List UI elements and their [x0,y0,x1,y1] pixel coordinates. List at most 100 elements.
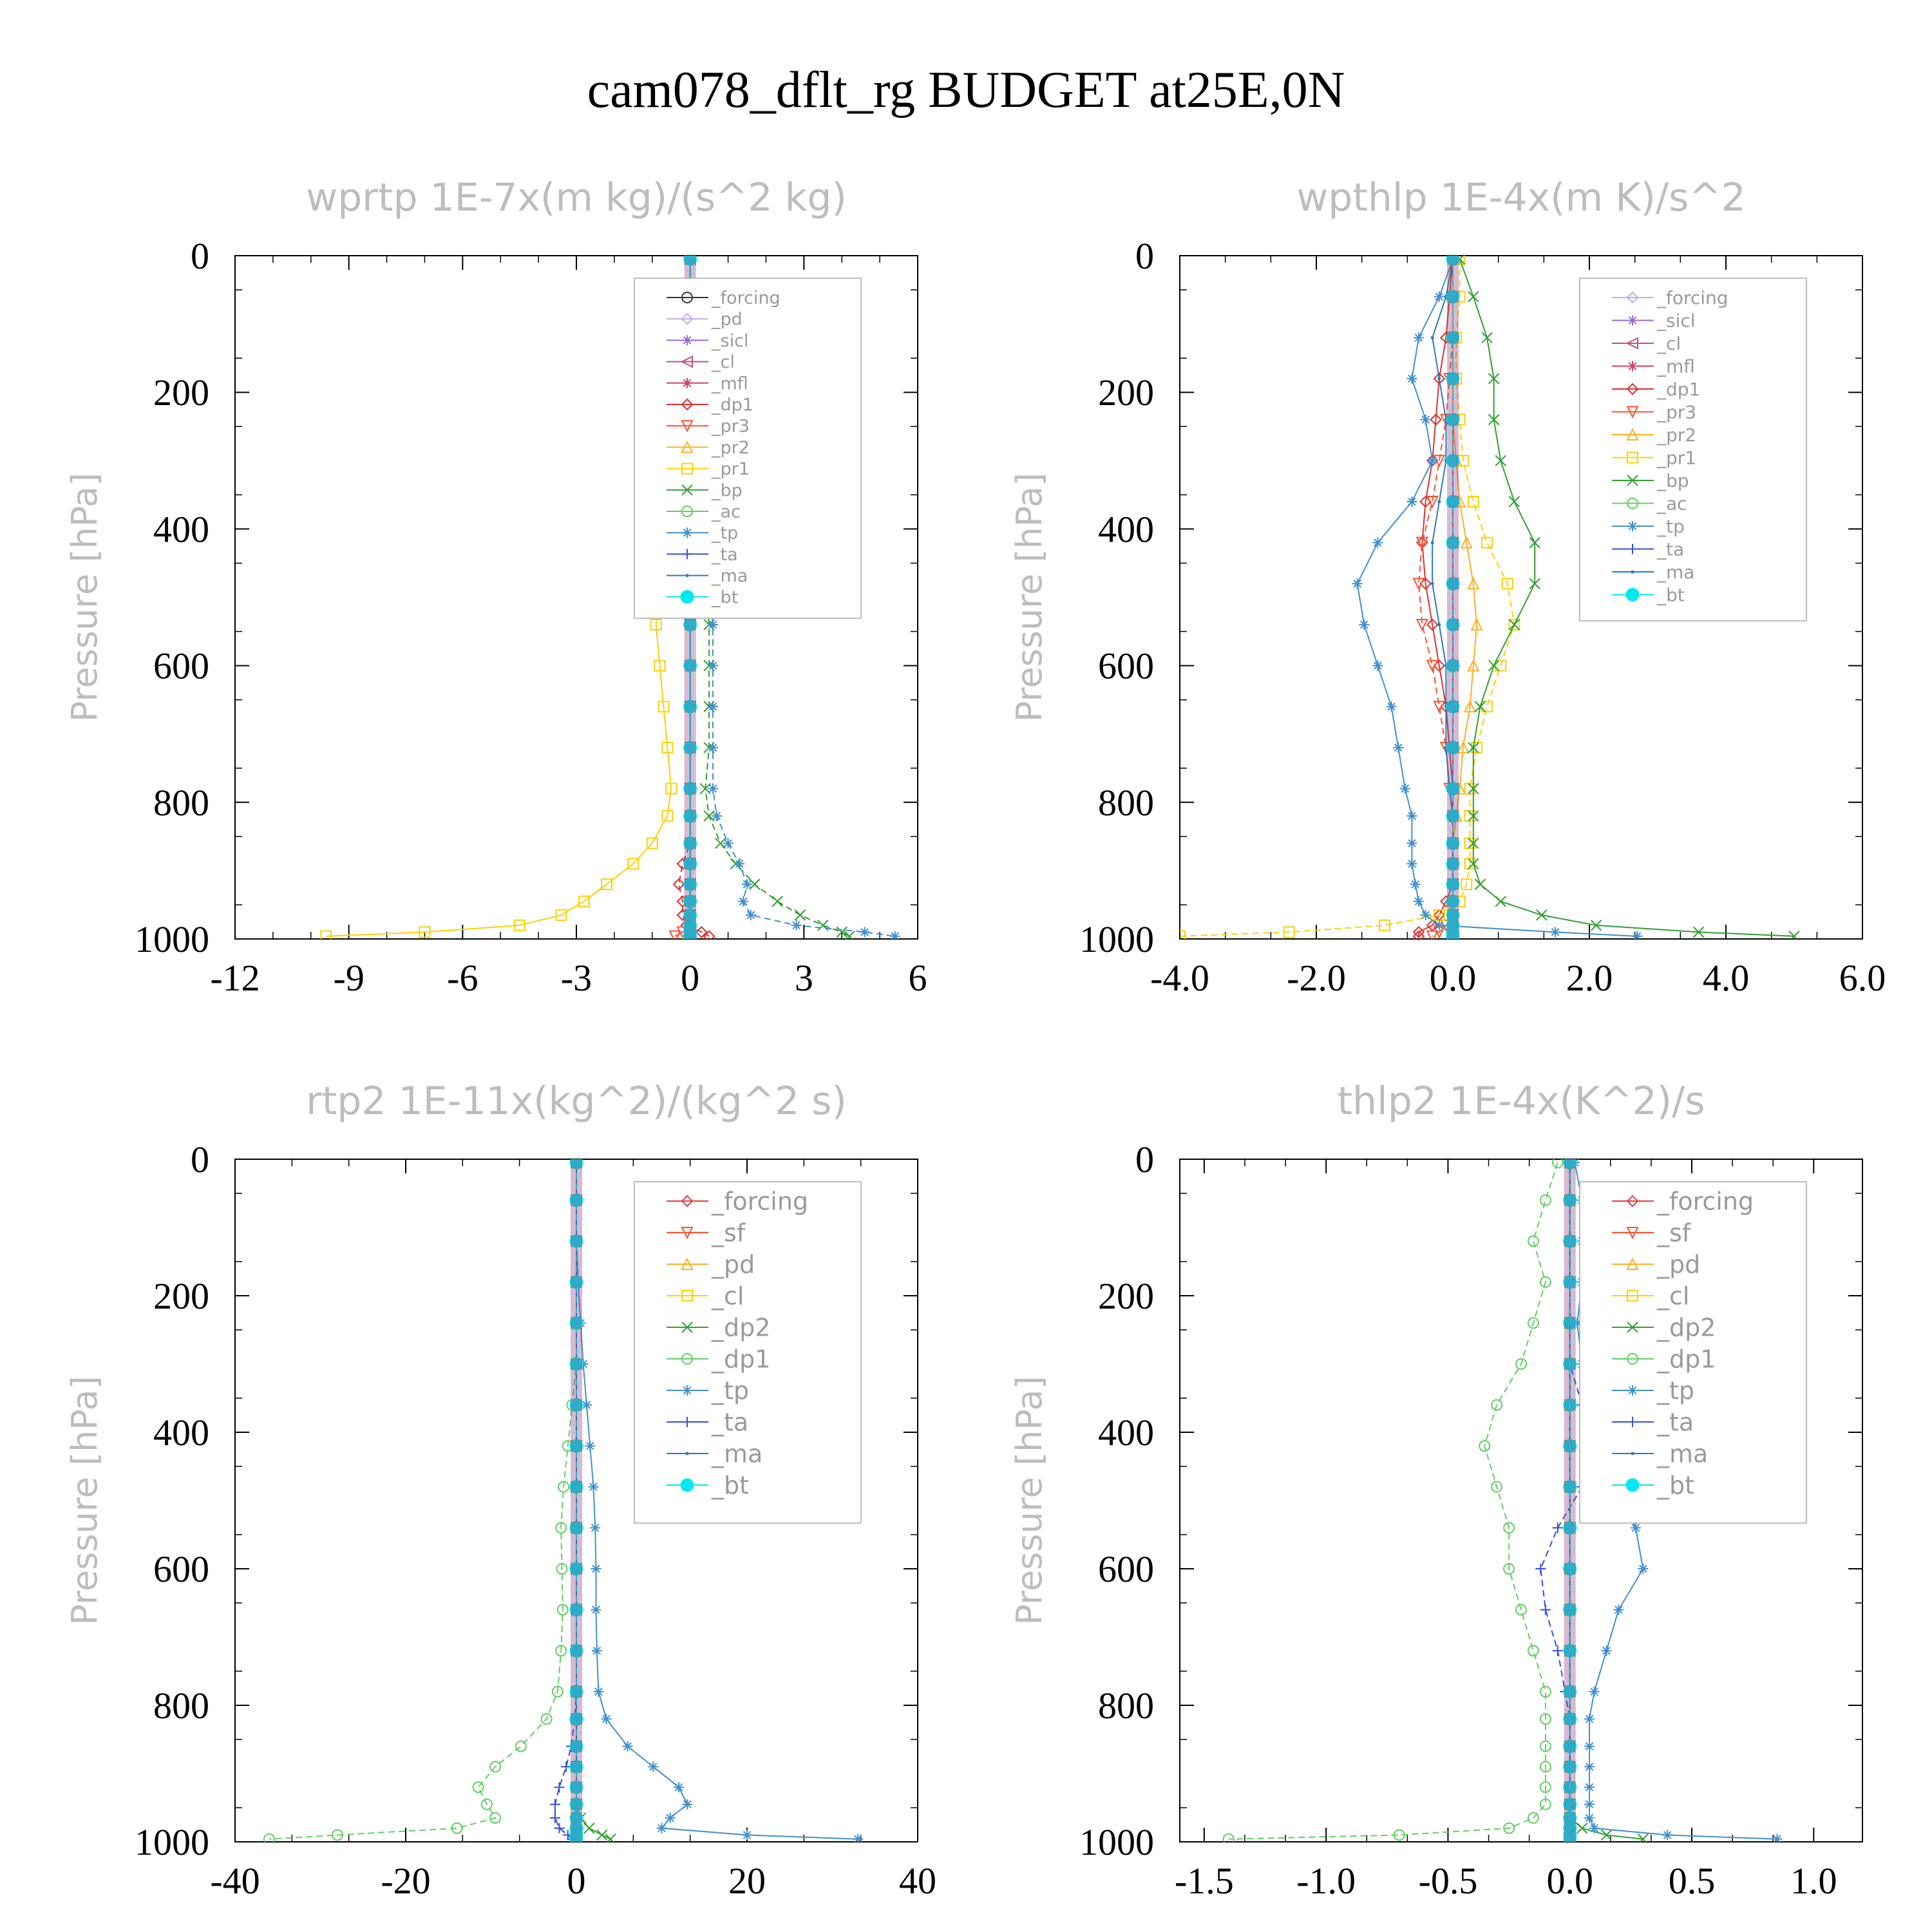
legend-label: _ta [711,545,738,565]
legend-marker-bp [1627,475,1638,486]
legend-label: _bt [1656,584,1685,605]
legend-box [634,1181,862,1524]
series-point-bt [1563,1780,1577,1794]
series-point-pr3 [1426,930,1439,939]
series-point-dp1 [1539,1740,1551,1752]
series-point-pr1 [320,930,332,939]
series-point-dp1 [489,1812,502,1824]
series-point-tp [1406,858,1417,869]
series-point-bt [569,1562,583,1576]
legend-marker-bt [1625,1478,1640,1492]
x-tick-label: 0 [681,957,699,999]
series-point-bp [836,926,848,938]
series-point-bp [749,878,761,890]
series-point-tp [674,1782,684,1793]
series-point-bp [1495,895,1506,907]
y-tick-label: 1000 [135,1821,209,1863]
legend-marker-pr2 [681,440,694,453]
series-point-dp2 [1576,1823,1588,1834]
series-point-tp [1584,1761,1595,1772]
legend-label: _bp [711,480,743,500]
series-point-tp [742,1830,752,1841]
legend-marker-pr1 [1627,451,1638,464]
series-point-pr2 [1463,700,1477,713]
series-line-dp1 [269,1162,577,1840]
series-point-bt [569,1520,583,1535]
series-point-tp [591,1645,602,1656]
series-point-bt [569,1759,583,1774]
series-point-ta [1552,1522,1563,1533]
legend-marker-ma [1631,1452,1634,1455]
series-point-tp [656,1823,667,1833]
zero-column [1564,1159,1576,1842]
series-point-bp [1508,619,1520,630]
y-tick-label: 200 [153,1275,209,1317]
y-tick-label: 0 [191,235,209,277]
legend-marker-bt [1625,588,1640,601]
series-point-pr1 [513,919,526,931]
legend-label: _ac [711,502,741,522]
series-point-bp [1468,782,1479,795]
series-point-tp [1420,909,1431,920]
legend-label: _sf [1656,1218,1692,1247]
legend-marker-ma [685,1452,689,1455]
series-point-pr2 [1460,536,1473,549]
series-point-bp [715,837,726,849]
series-point-ta [1535,1564,1546,1574]
series-point-dp1 [1426,618,1439,631]
series-point-dp1 [480,1798,493,1810]
series-point-bt [1446,741,1460,755]
series-point-dp1 [703,930,715,939]
series-point-tp [590,1522,601,1533]
series-point-bt [1446,877,1460,891]
plot-frame [1179,1159,1863,1842]
series-point-tp [1550,927,1560,938]
legend-label: _bp [1656,470,1689,491]
series-point-dp1 [555,1522,567,1534]
series-point-tp [682,1799,693,1810]
series-point-tp [1584,1714,1595,1725]
series-point-pr1 [1464,810,1476,822]
x-tick-label: -20 [381,1860,430,1902]
series-point-pr1 [654,659,666,672]
series-point-bp [699,782,711,795]
legend-label: _ta [711,1408,748,1436]
series-point-pr1 [601,878,613,891]
legend-label: _dp1 [1656,1345,1716,1373]
legend: _forcing_pd_sicl_cl_mfl_dp1_pr3_pr2_pr1_… [634,278,862,619]
x-tick-label: -3 [561,957,592,999]
series-point-tp [1589,1823,1600,1833]
series-point-pr1 [419,926,431,938]
series-point-dp1 [1539,1194,1551,1206]
series-point-pr1 [1495,659,1507,672]
legend-marker-ta [1627,1417,1638,1427]
legend-label: _forcing [711,288,781,308]
series-point-bp [1468,858,1479,869]
series-group [1222,1159,1783,1842]
series-point-tp [1393,742,1404,753]
series-point-tp [889,931,900,939]
legend-label: _forcing [1656,287,1728,308]
series-point-bt [1446,929,1460,939]
legend-label: _pr3 [711,417,750,437]
series-point-pr2 [1467,659,1480,672]
y-tick-label: 1000 [135,918,209,960]
series-point-tp [591,1564,601,1574]
series-point-dp1 [489,1761,502,1773]
panel-4: thlp2 1E-4x(K^2)/s Pressure [hPa] 0 200 400 6… [1009,1079,1863,1902]
legend-marker-dp2 [1627,1321,1638,1333]
series-point-pr1 [1508,618,1520,630]
series-point-ta [554,1782,565,1793]
series-point-bt [1446,699,1460,714]
series-point-bt [683,659,697,673]
legend-marker-cl [1625,337,1638,350]
panel-3: rtp2 1E-11x(kg^2)/(kg^2 s) Pressure [hPa]… [64,1079,936,1902]
series-point-bt [1446,576,1460,591]
legend-label: _cl [711,352,735,372]
series-point-tp [738,896,749,907]
series-point-bp [1692,926,1705,938]
legend-marker-sicl [1627,315,1638,326]
series-point-bt [1563,1316,1577,1330]
series-point-dp1 [1491,1399,1503,1411]
x-tick-label: -2.0 [1287,957,1346,999]
